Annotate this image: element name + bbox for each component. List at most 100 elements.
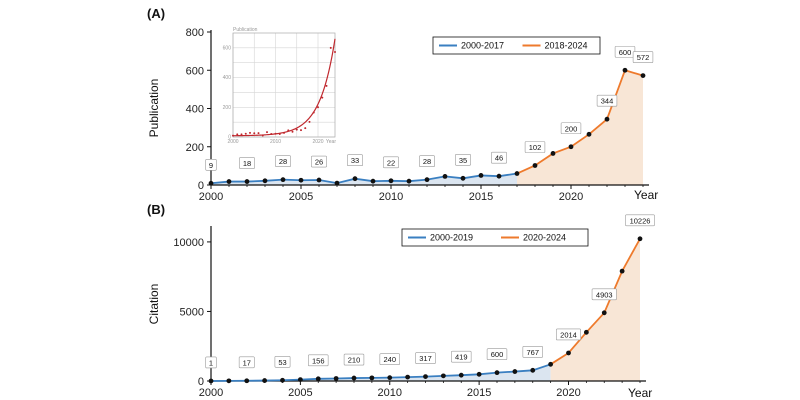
data-point (352, 176, 358, 182)
legend-label-1: 2018-2024 (545, 41, 588, 51)
data-label-box (274, 355, 291, 368)
inset-point (274, 132, 277, 135)
inset-point (232, 134, 234, 137)
data-label: 10226 (630, 216, 651, 225)
data-point (208, 180, 214, 186)
data-label-box (419, 155, 435, 167)
panel-label: (A) (147, 6, 165, 21)
inset-point (329, 46, 332, 49)
data-label-box (239, 157, 255, 169)
y-axis-label: Publication (147, 79, 161, 138)
data-label: 53 (278, 358, 286, 367)
data-point (550, 151, 556, 156)
data-point (406, 178, 412, 184)
inset-point (270, 133, 273, 136)
data-point (442, 173, 448, 179)
data-label-box (311, 155, 327, 168)
inset-point (312, 111, 315, 114)
inset-frame (232, 32, 336, 138)
inset-point (261, 134, 264, 137)
inset-point (244, 132, 247, 135)
data-point (494, 370, 500, 376)
data-point (334, 180, 340, 186)
data-point (640, 73, 646, 79)
y-tick-label: 400 (186, 104, 204, 116)
data-label: 102 (529, 143, 542, 152)
data-label: 572 (637, 53, 650, 62)
series-line-1 (516, 69, 644, 175)
data-label-box (486, 348, 508, 360)
data-point (226, 179, 232, 184)
legend: 2000-2019 2020-2024 (401, 228, 589, 247)
x-tick-label: 2015 (467, 387, 491, 399)
data-point (298, 177, 304, 183)
y-tick-label: 5000 (180, 306, 204, 318)
data-point (226, 378, 232, 384)
inset-point (321, 96, 324, 99)
chart-panel-1: (B) 2000 2005 2010 2015 2020 0 5000 10000 Citatio… (147, 202, 655, 400)
data-label: 240 (383, 355, 396, 364)
data-point (601, 310, 607, 316)
data-point (496, 173, 502, 179)
data-label: 317 (419, 354, 432, 363)
data-point (530, 367, 536, 373)
inset-point (304, 127, 307, 130)
inset-y-tick: 0 (228, 135, 231, 141)
y-tick-label: 800 (186, 27, 204, 39)
series-area-1 (550, 238, 640, 381)
y-tick-label: 200 (186, 142, 204, 154)
inset-point (236, 133, 239, 136)
inset-chart: Publication Year 0 200 400 600 2000 2010 2020 (223, 26, 342, 146)
data-label-box (343, 353, 365, 366)
inset-x-tick: 2010 (270, 139, 281, 145)
x-tick-label: 2010 (378, 387, 402, 399)
inset-point (317, 106, 319, 109)
data-label-box (555, 328, 581, 341)
inset-point (249, 131, 251, 134)
chart-panel-0: (A)2000 2005 2010 2015 20200200400600800Publ… (147, 6, 658, 203)
inset-point (325, 84, 328, 87)
data-label-box (625, 214, 655, 227)
data-label: 28 (423, 157, 431, 166)
data-label-box (308, 354, 329, 367)
inset-y-label: Publication (233, 27, 258, 33)
data-label: 9 (209, 161, 213, 170)
y-tick-label: 600 (186, 65, 204, 77)
series-line-0 (210, 363, 551, 382)
inset-y-tick: 200 (223, 105, 232, 111)
data-label-box (522, 346, 543, 358)
data-label: 17 (243, 358, 251, 367)
data-label: 2014 (560, 330, 577, 339)
data-point (208, 378, 214, 384)
series-area-0 (211, 364, 551, 381)
data-label-box (596, 94, 618, 107)
data-label-box (451, 350, 472, 363)
data-point (512, 369, 518, 374)
data-label-box (524, 141, 546, 153)
data-point (297, 377, 303, 383)
inset-point (308, 120, 311, 123)
data-point (583, 329, 589, 335)
data-label-box (275, 155, 291, 167)
inset-background (226, 26, 342, 146)
legend-box (432, 36, 601, 55)
series-area-0 (211, 173, 517, 185)
inset-point (300, 129, 302, 132)
data-label: 1 (209, 358, 213, 367)
data-point (622, 67, 628, 73)
data-point (458, 372, 464, 378)
data-point (619, 268, 625, 274)
data-label: 344 (601, 97, 614, 106)
data-label-box (632, 51, 654, 63)
data-label: 419 (455, 353, 468, 362)
y-tick-label: 0 (198, 376, 204, 388)
data-point (514, 171, 520, 176)
data-label-box (455, 154, 471, 166)
data-point (316, 177, 322, 183)
data-point (440, 373, 446, 379)
data-point (370, 178, 376, 184)
data-point (405, 374, 411, 380)
legend-box (401, 228, 589, 247)
data-point (388, 178, 394, 184)
